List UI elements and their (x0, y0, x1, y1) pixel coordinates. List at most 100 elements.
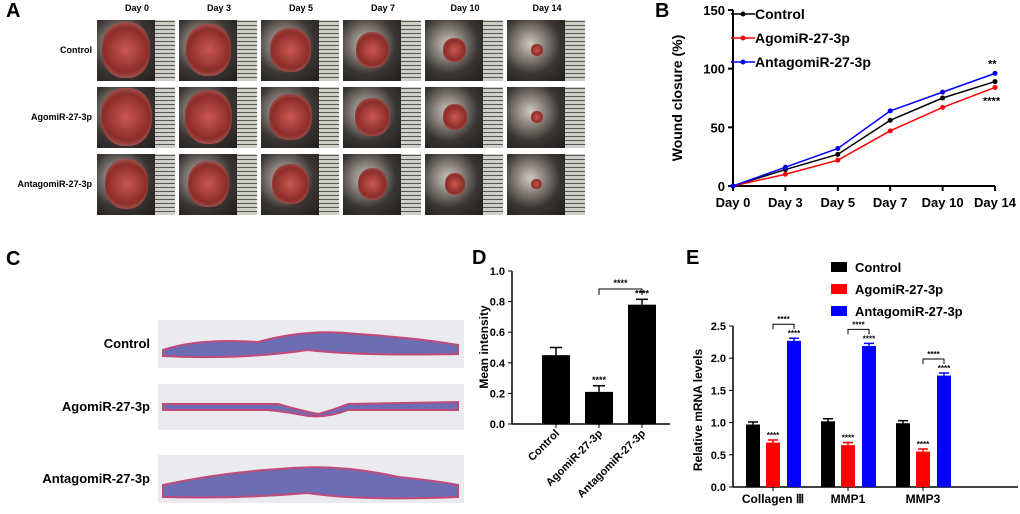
wound-area (101, 87, 152, 147)
day-label: Day 10 (450, 3, 480, 13)
data-point (730, 183, 736, 189)
legend-label: AgomiR-27-3p (755, 30, 850, 46)
data-point (835, 157, 841, 163)
y-tick-label: 0 (718, 179, 725, 194)
data-point (940, 104, 946, 110)
legend-label: Control (855, 260, 901, 275)
ruler (319, 20, 339, 81)
bar (585, 391, 613, 424)
wound-photo (179, 87, 257, 148)
data-point (992, 84, 998, 90)
day-label: Day 3 (206, 3, 232, 13)
significance-stars: **** (788, 329, 801, 338)
y-tick-label: 1.0 (490, 266, 505, 278)
bar (841, 445, 855, 487)
bar (746, 424, 760, 487)
data-point (887, 108, 893, 114)
row-label: AgomiR-27-3p (30, 112, 92, 122)
day-label: Day 14 (532, 3, 562, 13)
ruler (237, 20, 257, 81)
significance-stars: **** (842, 434, 855, 443)
ruler (155, 154, 175, 215)
data-point (782, 171, 788, 177)
legend-label: AgomiR-27-3p (855, 282, 943, 297)
ruler (565, 20, 585, 81)
tissue (162, 400, 459, 418)
ruler (401, 154, 421, 215)
wound-area (270, 28, 311, 72)
ruler (319, 87, 339, 148)
y-axis-label: Mean intensity (477, 305, 491, 389)
ruler (237, 154, 257, 215)
bar (916, 451, 930, 487)
day-label: Day 0 (124, 3, 150, 13)
y-tick-label: 0.0 (490, 419, 505, 431)
significance-stars: **** (983, 95, 1001, 107)
ruler (483, 87, 503, 148)
wound-area (184, 89, 233, 145)
y-tick-label: 0.6 (490, 327, 505, 339)
ruler (401, 87, 421, 148)
legend-marker (740, 35, 746, 41)
y-tick-label: 0.5 (711, 450, 726, 462)
wound-photo (261, 154, 339, 215)
wound-photo (97, 154, 175, 215)
ruler (483, 20, 503, 81)
wound-photo (261, 87, 339, 148)
data-point (992, 79, 998, 85)
legend-swatch (831, 262, 847, 272)
wound-photo (97, 20, 175, 81)
series-line-0 (732, 80, 996, 187)
wound-photo (507, 87, 585, 148)
wound-photo (425, 20, 503, 81)
wound-photo (343, 20, 421, 81)
row-label: AntagomiR-27-3p (42, 471, 150, 486)
x-tick-label: Collagen Ⅲ (742, 492, 804, 506)
significance-stars: **** (863, 334, 876, 343)
panel-label-d: D (472, 247, 487, 269)
row-label: Control (60, 45, 92, 55)
y-tick-label: 1.5 (711, 385, 726, 397)
significance-stars: **** (927, 350, 940, 359)
data-point (887, 128, 893, 134)
panel-label-e: E (686, 247, 700, 269)
y-tick-label: 0.2 (490, 388, 505, 400)
y-tick-label: 2.5 (711, 321, 726, 333)
significance-bracket (598, 288, 643, 295)
wound-area (269, 93, 312, 141)
panel-label-b: B (655, 0, 670, 22)
wound-area (530, 110, 544, 124)
x-tick-label: Control (526, 428, 562, 464)
legend-label: AntagomiR-27-3p (855, 304, 963, 319)
x-tick-label: MMP3 (906, 492, 941, 506)
y-tick-label: 0.4 (490, 358, 506, 370)
y-tick-label: 150 (703, 3, 725, 18)
significance-stars: **** (777, 315, 790, 324)
data-point (887, 117, 893, 123)
y-tick-label: 50 (711, 120, 725, 135)
wound-area (444, 173, 465, 195)
histology-section (158, 320, 464, 368)
legend-label: AntagomiR-27-3p (755, 54, 871, 70)
wound-photo (507, 154, 585, 215)
ruler (565, 154, 585, 215)
significance-stars: **** (767, 431, 780, 440)
significance-stars: ** (988, 58, 997, 70)
chart-e-mrna-levels: 0.0 0.5 1.0 1.5 2.0 2.5 Relative mRNA levels Co… (691, 260, 1018, 506)
data-point (992, 70, 998, 76)
bar (787, 340, 801, 487)
x-tick-label: Day 5 (820, 195, 855, 210)
bar (766, 442, 780, 487)
wound-area (355, 98, 390, 136)
data-point (940, 89, 946, 95)
x-tick-label: MMP1 (831, 492, 866, 506)
wound-area (531, 178, 543, 190)
significance-stars: **** (917, 440, 930, 449)
wound-area (356, 32, 390, 68)
data-point (835, 151, 841, 157)
ruler (155, 87, 175, 148)
bar (542, 355, 570, 424)
row-label: AgomiR-27-3p (61, 399, 150, 414)
panel-label-c: C (6, 248, 21, 270)
